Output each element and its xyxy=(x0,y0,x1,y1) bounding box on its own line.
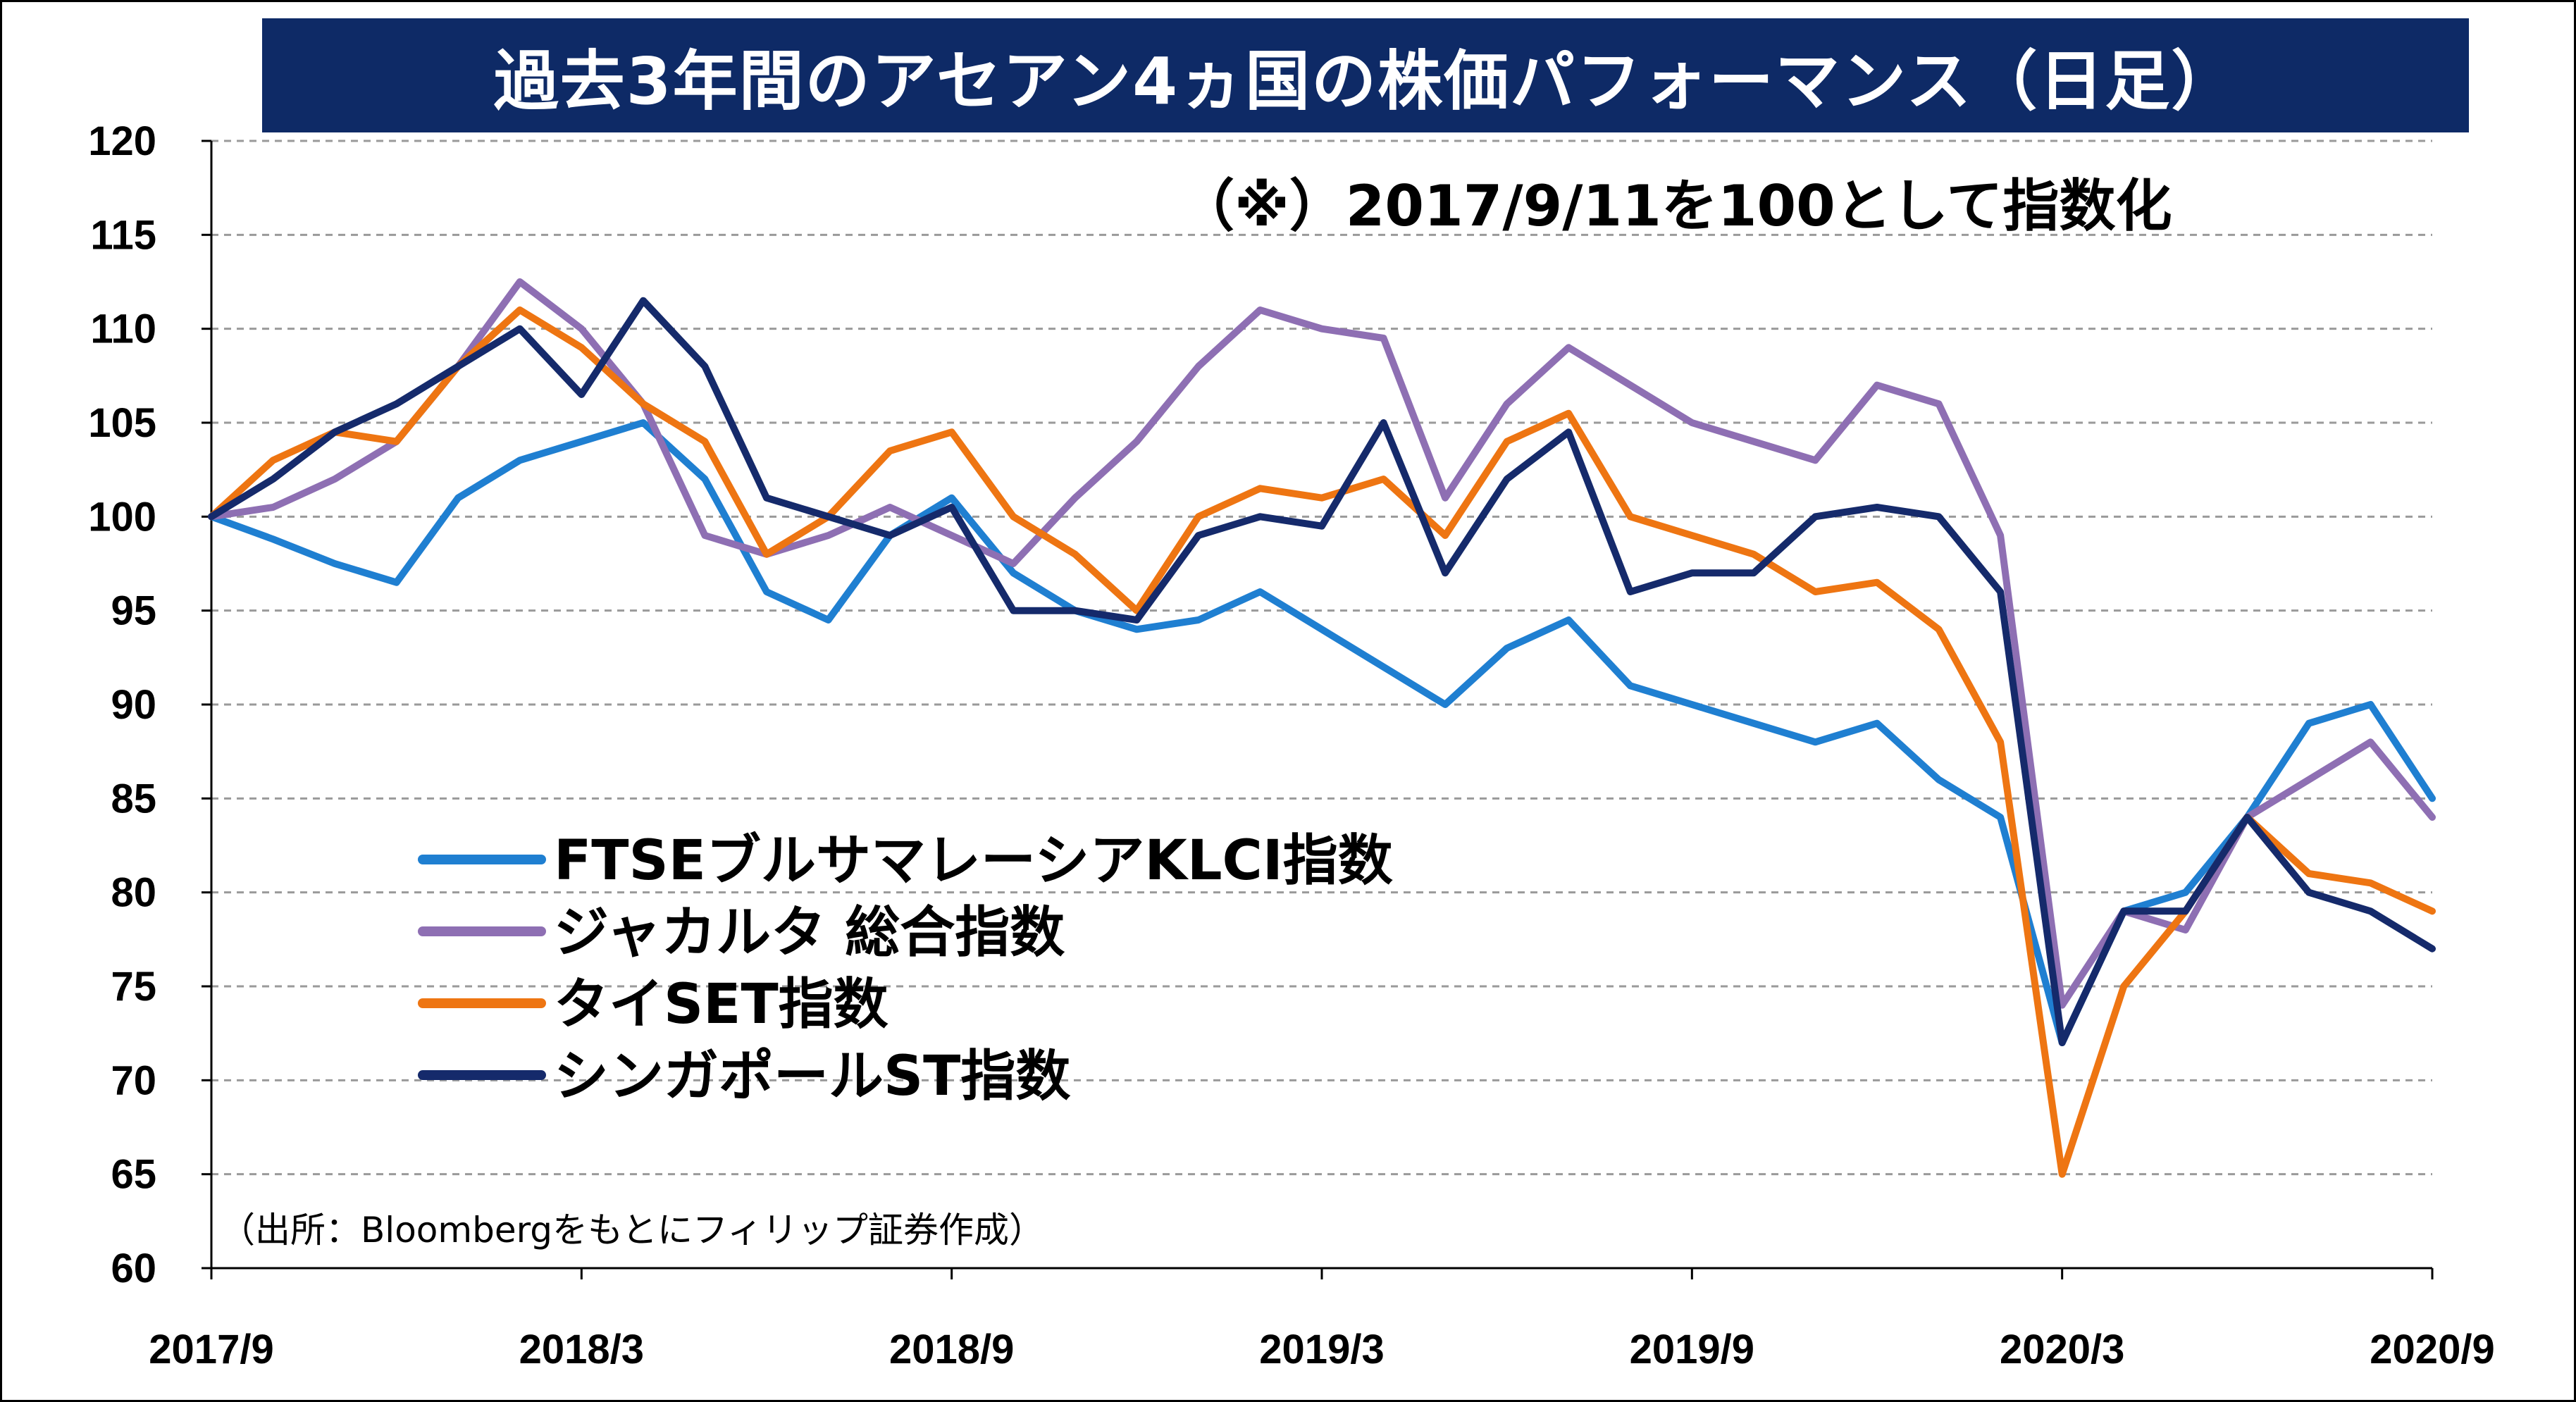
y-axis-ticks: 120 115 110 105 100 95 90 85 80 75 70 65 60 xyxy=(88,118,211,1291)
legend-label-4: シンガポールST指数 xyxy=(554,1045,1070,1108)
series-line-3 xyxy=(208,306,2436,1178)
y-tick-label: 65 xyxy=(111,1152,156,1198)
x-tick-label: 2018/9 xyxy=(889,1327,1014,1372)
y-tick-label: 100 xyxy=(88,494,156,540)
source-note: （出所：Bloombergをもとにフィリップ証券作成） xyxy=(220,1210,1044,1251)
y-tick-label: 105 xyxy=(88,400,156,446)
series-lines xyxy=(208,278,2436,1178)
y-tick-label: 120 xyxy=(88,118,156,164)
series-line-4 xyxy=(208,297,2436,1046)
legend-label-3: タイSET指数 xyxy=(554,973,888,1036)
y-tick-label: 110 xyxy=(90,306,156,352)
y-tick-label: 70 xyxy=(111,1057,156,1103)
legend-label-1: FTSEブルサマレーシアKLCI指数 xyxy=(554,829,1393,893)
chart-title-bar: 過去3年間のアセアン4ヵ国の株価パフォーマンス（日足） xyxy=(262,18,2469,132)
index-note: （※）2017/9/11を100として指数化 xyxy=(1178,173,2172,239)
x-tick-label: 2017/9 xyxy=(149,1327,273,1372)
y-tick-label: 85 xyxy=(111,776,156,821)
y-tick-label: 75 xyxy=(111,964,156,1010)
x-axis-ticks: 2017/9 2018/3 2018/9 2019/3 2019/9 2020/3 2020… xyxy=(149,1268,2495,1372)
gridlines xyxy=(211,139,2432,1176)
y-tick-label: 90 xyxy=(111,682,156,728)
x-tick-label: 2020/9 xyxy=(2370,1327,2494,1372)
x-tick-label: 2018/3 xyxy=(519,1327,644,1372)
y-tick-label: 115 xyxy=(90,212,156,258)
series-line-2 xyxy=(208,278,2436,1009)
y-tick-label: 60 xyxy=(111,1246,156,1291)
y-tick-label: 80 xyxy=(111,870,156,916)
x-tick-label: 2020/3 xyxy=(2000,1327,2124,1372)
x-tick-label: 2019/3 xyxy=(1259,1327,1384,1372)
legend-label-2: ジャカルタ 総合指数 xyxy=(554,901,1065,964)
x-tick-label: 2019/9 xyxy=(1630,1327,1754,1372)
chart-title: 過去3年間のアセアン4ヵ国の株価パフォーマンス（日足） xyxy=(493,43,2238,119)
y-tick-label: 95 xyxy=(111,588,156,634)
